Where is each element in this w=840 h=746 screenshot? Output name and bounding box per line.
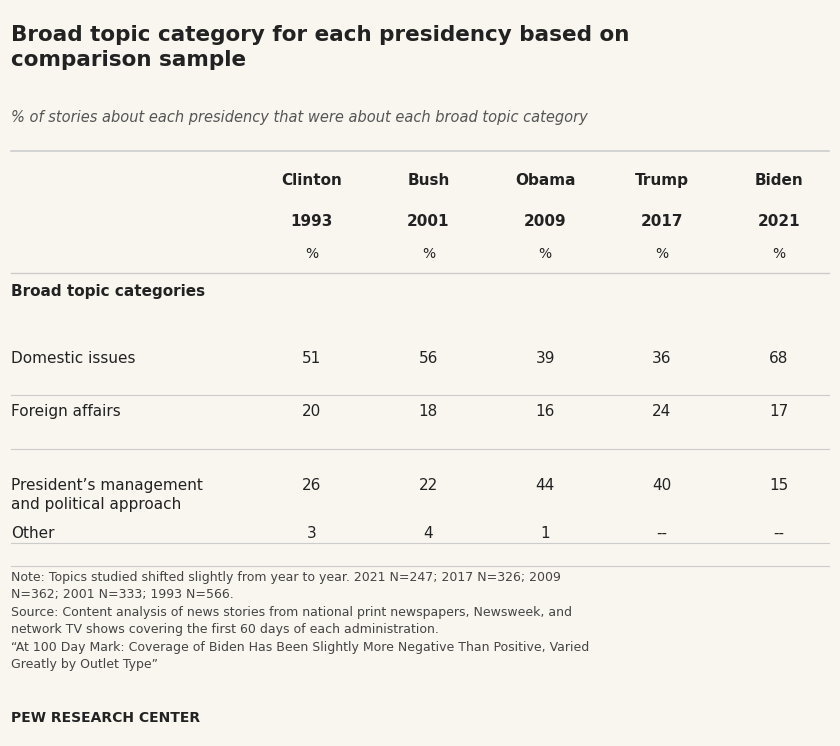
Text: 2021: 2021 xyxy=(758,214,801,229)
Text: 1: 1 xyxy=(540,526,550,542)
Text: Foreign affairs: Foreign affairs xyxy=(11,404,121,419)
Text: 3: 3 xyxy=(307,526,317,542)
Text: 39: 39 xyxy=(535,351,555,366)
Text: 15: 15 xyxy=(769,478,789,493)
Text: % of stories about each presidency that were about each broad topic category: % of stories about each presidency that … xyxy=(11,110,588,125)
Text: --: -- xyxy=(657,526,668,542)
Text: Note: Topics studied shifted slightly from year to year. 2021 N=247; 2017 N=326;: Note: Topics studied shifted slightly fr… xyxy=(11,571,590,671)
Text: 36: 36 xyxy=(652,351,672,366)
Text: Broad topic category for each presidency based on
comparison sample: Broad topic category for each presidency… xyxy=(11,25,629,70)
Text: 40: 40 xyxy=(653,478,672,493)
Text: Clinton: Clinton xyxy=(281,173,342,188)
Text: --: -- xyxy=(774,526,785,542)
Text: Bush: Bush xyxy=(407,173,449,188)
Text: Obama: Obama xyxy=(515,173,575,188)
Text: %: % xyxy=(305,247,318,261)
Text: 2001: 2001 xyxy=(407,214,449,229)
Text: Domestic issues: Domestic issues xyxy=(11,351,135,366)
Text: 22: 22 xyxy=(418,478,438,493)
Text: %: % xyxy=(655,247,669,261)
Text: 20: 20 xyxy=(302,404,321,419)
Text: 4: 4 xyxy=(423,526,433,542)
Text: President’s management
and political approach: President’s management and political app… xyxy=(11,478,203,512)
Text: 17: 17 xyxy=(769,404,789,419)
Text: 24: 24 xyxy=(653,404,672,419)
Text: Biden: Biden xyxy=(754,173,803,188)
Text: 44: 44 xyxy=(536,478,554,493)
Text: Trump: Trump xyxy=(635,173,689,188)
Text: 2009: 2009 xyxy=(524,214,566,229)
Text: %: % xyxy=(422,247,435,261)
Text: Other: Other xyxy=(11,526,55,542)
Text: 2017: 2017 xyxy=(641,214,683,229)
Text: Broad topic categories: Broad topic categories xyxy=(11,284,205,299)
Text: PEW RESEARCH CENTER: PEW RESEARCH CENTER xyxy=(11,711,200,724)
Text: %: % xyxy=(772,247,785,261)
Text: %: % xyxy=(538,247,552,261)
Text: 56: 56 xyxy=(418,351,438,366)
Text: 51: 51 xyxy=(302,351,321,366)
Text: 1993: 1993 xyxy=(291,214,333,229)
Text: 18: 18 xyxy=(418,404,438,419)
Text: 26: 26 xyxy=(302,478,321,493)
Text: 68: 68 xyxy=(769,351,789,366)
Text: 16: 16 xyxy=(535,404,555,419)
